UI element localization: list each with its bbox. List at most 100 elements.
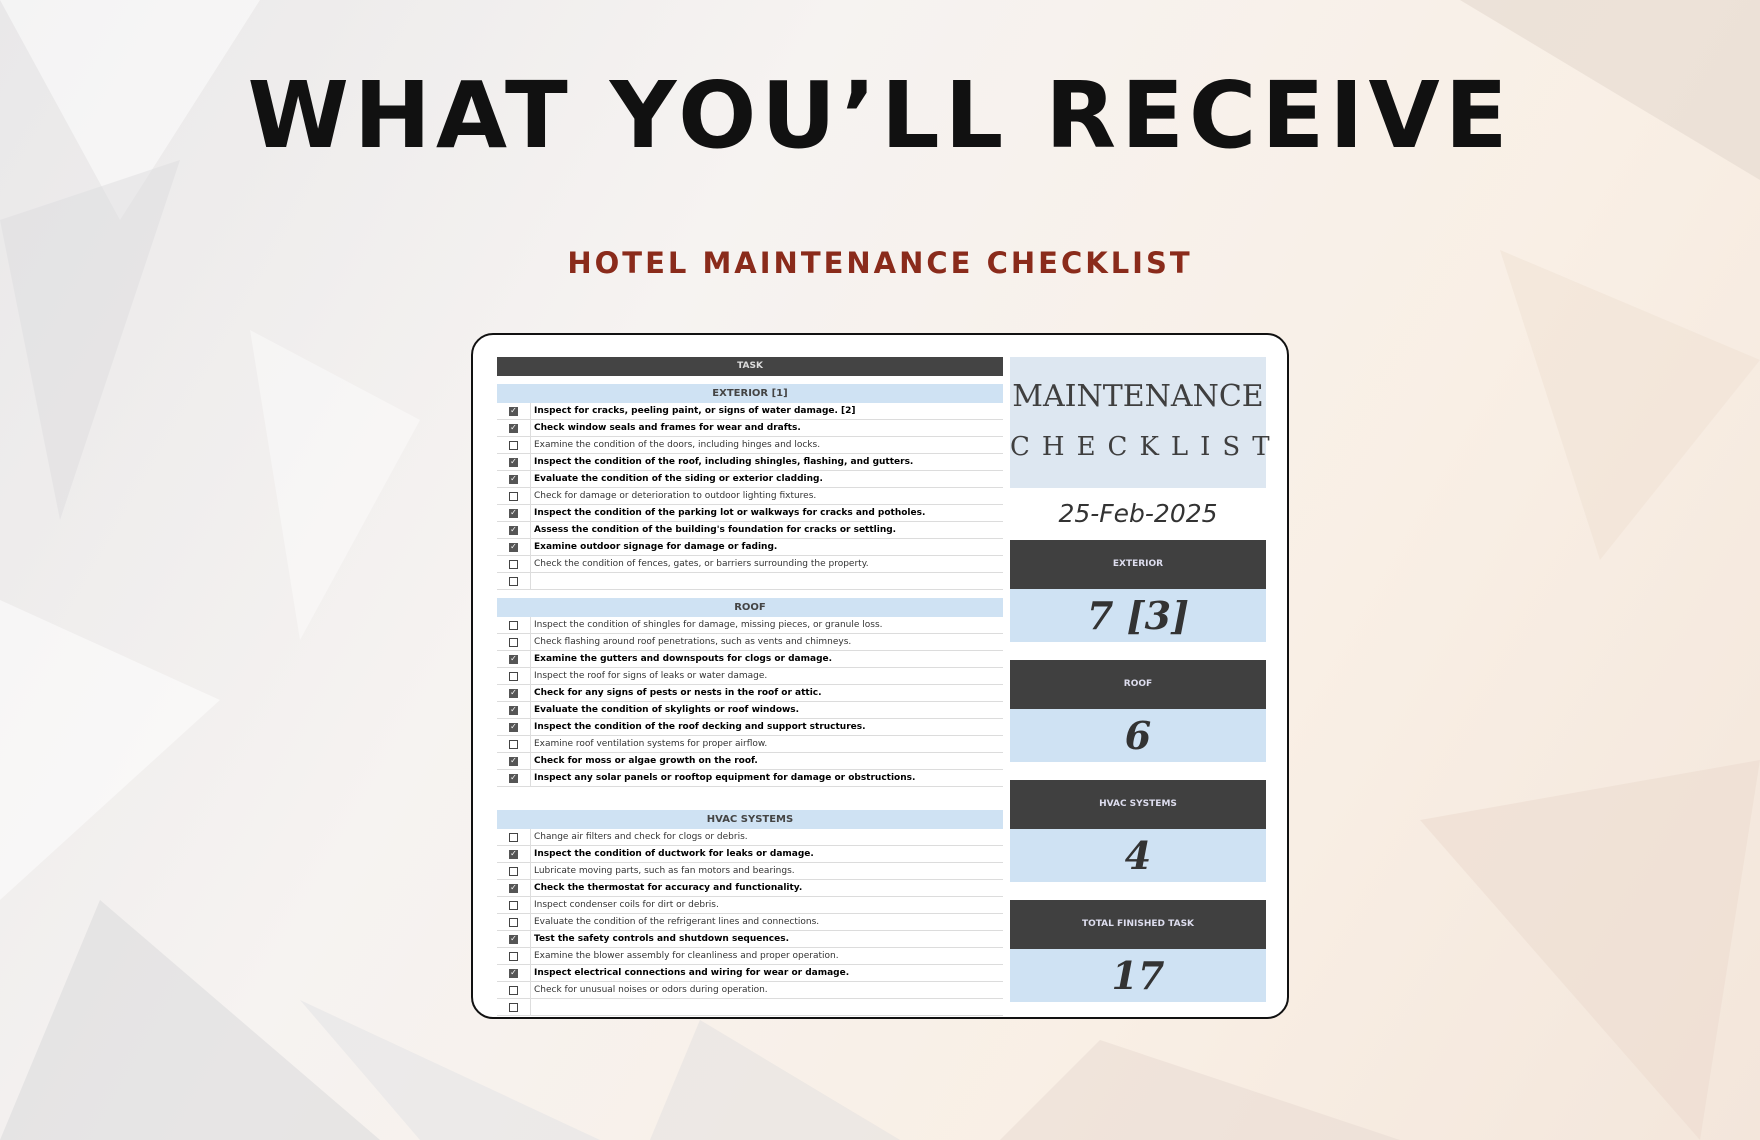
checklist-brand: MAINTENANCE CHECKLIST <box>1010 357 1270 488</box>
checkbox-checked[interactable]: ✓ <box>509 423 518 433</box>
task-text: Inspect electrical connections and wirin… <box>534 968 850 978</box>
section-header: ROOF <box>497 598 1003 617</box>
checkbox-cell <box>497 862 531 880</box>
checklist-row: ✓ Examine outdoor signage for damage or f… <box>497 538 1003 556</box>
checklist-row: ✓ Examine the gutters and downspouts for … <box>497 650 1003 668</box>
checkbox-cell <box>497 436 531 454</box>
checkbox-unchecked[interactable] <box>509 559 518 569</box>
checkbox-checked[interactable]: ✓ <box>509 934 518 944</box>
checkbox-cell: ✓ <box>497 701 531 719</box>
checkbox-cell <box>497 487 531 505</box>
checkbox-unchecked[interactable] <box>509 739 518 749</box>
checklist-row: ✓ Evaluate the condition of skylights or … <box>497 701 1003 719</box>
checklist-row: Examine the blower assembly for cleanlin… <box>497 947 1003 965</box>
checkbox-checked[interactable]: ✓ <box>509 654 518 664</box>
checkbox-checked[interactable]: ✓ <box>509 525 518 535</box>
checkbox-cell <box>497 981 531 999</box>
task-text: Change air filters and check for clogs o… <box>534 832 748 842</box>
checkbox-cell <box>497 616 531 634</box>
checkbox-unchecked[interactable] <box>509 637 518 647</box>
checklist-row: Inspect the roof for signs of leaks or w… <box>497 667 1003 685</box>
task-text: Evaluate the condition of skylights or r… <box>534 705 800 715</box>
checkbox-unchecked[interactable] <box>509 832 518 842</box>
checkbox-unchecked[interactable] <box>509 900 518 910</box>
checkbox-unchecked[interactable] <box>509 440 518 450</box>
checkbox-cell: ✓ <box>497 419 531 437</box>
summary-card-hvac: HVAC SYSTEMS 4 <box>1010 780 1266 882</box>
checkbox-checked[interactable]: ✓ <box>509 705 518 715</box>
checklist-row: ✓ Assess the condition of the building's … <box>497 521 1003 539</box>
product-subtitle: HOTEL MAINTENANCE CHECKLIST <box>567 246 1193 280</box>
checklist-row <box>497 572 1003 590</box>
checkbox-cell: ✓ <box>497 718 531 736</box>
section-header: EXTERIOR [1] <box>497 384 1003 403</box>
checkbox-unchecked[interactable] <box>509 866 518 876</box>
checkbox-unchecked[interactable] <box>509 671 518 681</box>
checkbox-cell: ✓ <box>497 402 531 420</box>
checkbox-cell: ✓ <box>497 504 531 522</box>
checkbox-unchecked[interactable] <box>509 576 518 586</box>
checklist-row: Check flashing around roof penetrations,… <box>497 633 1003 651</box>
checkbox-cell <box>497 947 531 965</box>
task-text: Inspect the condition of the parking lot… <box>534 508 926 518</box>
checkbox-cell: ✓ <box>497 964 531 982</box>
checkbox-unchecked[interactable] <box>509 917 518 927</box>
checkbox-checked[interactable]: ✓ <box>509 508 518 518</box>
task-text: Examine the condition of the doors, incl… <box>534 440 821 450</box>
brand-title-line1: MAINTENANCE <box>1012 379 1264 414</box>
task-text: Inspect the condition of shingles for da… <box>534 620 883 630</box>
task-table: TASK EXTERIOR [1] ✓ Inspect for cracks, pe… <box>497 357 1003 1016</box>
card-value: 4 <box>1010 829 1266 882</box>
checkbox-checked[interactable]: ✓ <box>509 756 518 766</box>
checkbox-checked[interactable]: ✓ <box>509 773 518 783</box>
task-text: Evaluate the condition of the refrigeran… <box>534 917 820 927</box>
checkbox-cell: ✓ <box>497 752 531 770</box>
checkbox-cell <box>497 913 531 931</box>
task-text: Examine the gutters and downspouts for c… <box>534 654 833 664</box>
checkbox-unchecked[interactable] <box>509 985 518 995</box>
checkbox-checked[interactable]: ✓ <box>509 542 518 552</box>
checklist-row: ✓ Inspect the condition of the roof decki… <box>497 718 1003 736</box>
section-gap <box>497 787 1003 802</box>
task-text: Lubricate moving parts, such as fan moto… <box>534 866 795 876</box>
checklist-row: ✓ Inspect any solar panels or rooftop equ… <box>497 769 1003 787</box>
checkbox-cell <box>497 735 531 753</box>
checkbox-checked[interactable]: ✓ <box>509 688 518 698</box>
checkbox-unchecked[interactable] <box>509 1002 518 1012</box>
task-text: Evaluate the condition of the siding or … <box>534 474 823 484</box>
checklist-row: Inspect the condition of shingles for da… <box>497 616 1003 634</box>
checkbox-cell: ✓ <box>497 845 531 863</box>
checklist-row: ✓ Inspect the condition of the roof, incl… <box>497 453 1003 471</box>
checkbox-cell <box>497 633 531 651</box>
checkbox-checked[interactable]: ✓ <box>509 406 518 416</box>
checkbox-checked[interactable]: ✓ <box>509 849 518 859</box>
checklist-row <box>497 998 1003 1016</box>
card-label: HVAC SYSTEMS <box>1010 780 1266 829</box>
checkbox-checked[interactable]: ✓ <box>509 722 518 732</box>
task-text: Inspect for cracks, peeling paint, or si… <box>534 406 856 416</box>
checklist-row: Examine roof ventilation systems for pro… <box>497 735 1003 753</box>
task-text: Inspect the condition of the roof deckin… <box>534 722 866 732</box>
checkbox-unchecked[interactable] <box>509 620 518 630</box>
checkbox-unchecked[interactable] <box>509 951 518 961</box>
checkbox-checked[interactable]: ✓ <box>509 883 518 893</box>
task-text: Inspect any solar panels or rooftop equi… <box>534 773 916 783</box>
task-column-header: TASK <box>497 357 1003 376</box>
checkbox-cell: ✓ <box>497 879 531 897</box>
section-header: HVAC SYSTEMS <box>497 810 1003 829</box>
summary-card-total: TOTAL FINISHED TASK 17 <box>1010 900 1266 1002</box>
checkbox-cell: ✓ <box>497 453 531 471</box>
checkbox-checked[interactable]: ✓ <box>509 457 518 467</box>
checklist-row: Inspect condenser coils for dirt or debr… <box>497 896 1003 914</box>
checkbox-checked[interactable]: ✓ <box>509 474 518 484</box>
checkbox-unchecked[interactable] <box>509 491 518 501</box>
task-text: Check for any signs of pests or nests in… <box>534 688 822 698</box>
checklist-row: ✓ Check for moss or algae growth on the r… <box>497 752 1003 770</box>
checkbox-cell <box>497 998 531 1016</box>
checkbox-checked[interactable]: ✓ <box>509 968 518 978</box>
checklist-row: Check for damage or deterioration to out… <box>497 487 1003 505</box>
checklist-row: ✓ Check the thermostat for accuracy and f… <box>497 879 1003 897</box>
card-label: TOTAL FINISHED TASK <box>1010 900 1266 949</box>
checklist-row: Examine the condition of the doors, incl… <box>497 436 1003 454</box>
